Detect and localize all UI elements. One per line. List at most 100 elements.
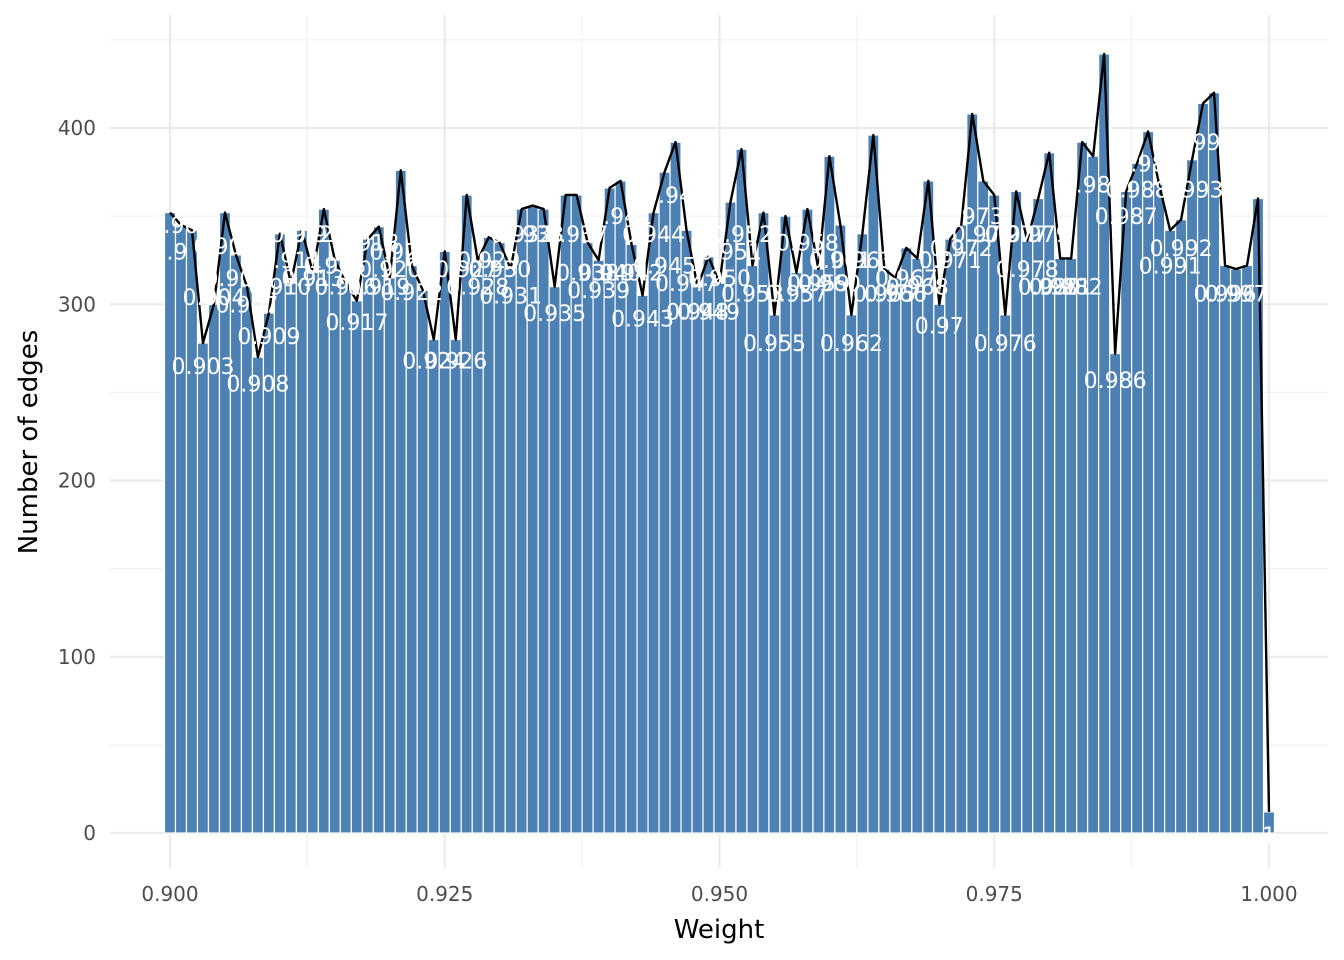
data-label: 0.913	[281, 267, 344, 292]
data-label: 0.917	[325, 311, 388, 336]
bar	[196, 342, 210, 834]
data-label: 0.977	[985, 223, 1048, 248]
x-tick-label: 0.900	[141, 882, 198, 906]
x-tick-labels: 0.900 0.925 0.950 0.975 1.000	[141, 882, 1297, 906]
bar	[548, 286, 561, 834]
data-label: 0.944	[622, 223, 685, 248]
bar	[1087, 155, 1100, 834]
bar	[504, 268, 517, 834]
data-label: 0.976	[974, 332, 1037, 357]
bar	[889, 277, 902, 834]
data-label: 0.920	[358, 258, 421, 283]
data-label: 0.97	[915, 314, 964, 339]
data-label: 0.9	[153, 240, 188, 265]
data-label: 0.960	[798, 272, 861, 297]
data-label: 0.914	[292, 223, 355, 248]
data-label: 0.991	[1139, 254, 1202, 279]
data-label: 0.979	[1007, 223, 1070, 248]
data-label: 0.959	[787, 272, 850, 297]
bar	[647, 212, 660, 834]
bar	[207, 303, 221, 834]
data-label: 0.909	[237, 325, 300, 350]
data-label: 0.953	[721, 283, 784, 308]
y-tick-label: 200	[58, 469, 96, 493]
bar	[867, 134, 880, 834]
bar	[1229, 268, 1243, 834]
data-label: 0.940	[578, 262, 641, 287]
data-label: 0.906	[204, 267, 267, 292]
bar	[383, 277, 396, 834]
bar	[438, 250, 451, 834]
data-label: 0.972	[930, 237, 993, 262]
bar	[856, 233, 869, 834]
bar	[306, 271, 319, 834]
bar	[482, 236, 495, 834]
data-label: 0.911	[259, 249, 322, 274]
x-tick-label: 0.950	[691, 882, 748, 906]
bar	[1076, 141, 1089, 834]
data-label: 0.945	[633, 254, 696, 279]
data-label: 0.994	[1172, 131, 1235, 156]
bar	[350, 300, 363, 834]
data-label: 0.907	[215, 293, 278, 318]
y-tick-labels: 0 100 200 300 400	[58, 116, 96, 845]
data-label: 0.966	[864, 283, 927, 308]
bar	[317, 208, 330, 834]
y-tick-label: 400	[58, 116, 96, 140]
bar	[1196, 102, 1210, 834]
bar	[471, 259, 484, 834]
data-label: 0.984	[1062, 173, 1125, 198]
data-label: 0.971	[919, 249, 982, 274]
bar	[1163, 229, 1177, 834]
x-tick-label: 0.925	[416, 882, 473, 906]
bar	[911, 257, 924, 834]
data-label: 0.978	[996, 258, 1059, 283]
data-label: 0.968	[886, 276, 949, 301]
x-tick-label: 1.000	[1240, 882, 1297, 906]
data-label: 0.950	[688, 267, 751, 292]
data-label: 0.957	[765, 283, 828, 308]
data-label: 0.981	[1029, 276, 1092, 301]
data-label: 0.932	[490, 223, 553, 248]
x-axis-title: Weight	[674, 915, 765, 945]
data-label: 0.924	[402, 350, 465, 375]
data-label: 0.918	[336, 232, 399, 257]
bar	[251, 356, 265, 834]
data-label: 0.912	[270, 223, 333, 248]
bar	[845, 314, 858, 834]
data-label: 0.943	[611, 307, 674, 332]
bar	[1109, 353, 1122, 834]
bar	[988, 194, 1001, 834]
bar	[1065, 257, 1078, 834]
bar	[691, 286, 704, 834]
bar	[449, 338, 462, 834]
bar	[284, 282, 297, 834]
data-label: 0.948	[666, 300, 729, 325]
bar	[1021, 240, 1034, 834]
data-label: 0.946	[644, 184, 707, 209]
bar	[702, 256, 715, 834]
data-label: 0.903	[171, 355, 234, 380]
data-label: 0.938	[556, 262, 619, 287]
x-tick-label: 0.975	[966, 882, 1023, 906]
data-label: 0.997	[1205, 283, 1268, 308]
bars-group	[163, 53, 1276, 834]
bar	[328, 259, 341, 834]
data-label: 0.955	[743, 332, 806, 357]
bar	[999, 314, 1012, 834]
bar	[900, 247, 913, 834]
data-label: 0.930	[468, 258, 531, 283]
bar	[185, 229, 199, 834]
data-label: 0.974	[952, 223, 1015, 248]
data-label: 0.933	[501, 223, 564, 248]
data-label: 0.916	[314, 276, 377, 301]
bar	[295, 229, 308, 834]
bar	[1218, 264, 1232, 834]
data-label: 0.901	[149, 214, 212, 239]
bar	[163, 212, 177, 834]
y-tick-label: 100	[58, 645, 96, 669]
bar	[581, 241, 594, 834]
line-group	[169, 52, 1271, 812]
